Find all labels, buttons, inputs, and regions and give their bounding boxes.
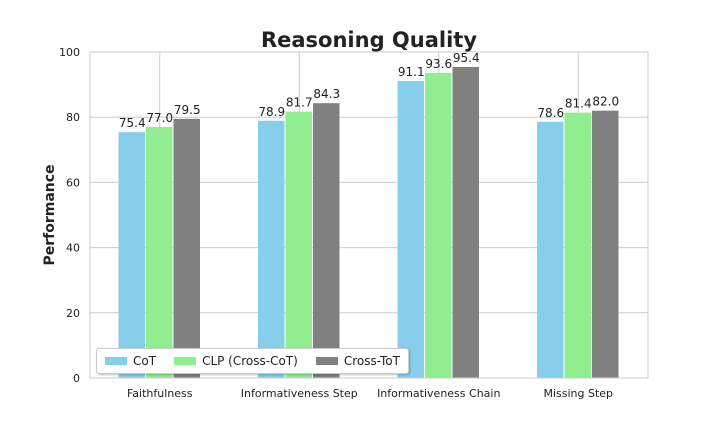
bar xyxy=(285,111,312,379)
x-tick-label: Informativeness Step xyxy=(241,387,358,400)
legend-item: Cross-ToT xyxy=(315,354,400,368)
bar xyxy=(537,121,564,378)
legend: CoT CLP (Cross-CoT) Cross-ToT xyxy=(96,348,409,374)
legend-swatch xyxy=(315,357,338,365)
bar xyxy=(118,132,145,378)
y-axis-label: Performance xyxy=(42,164,58,265)
bar-value-label: 84.3 xyxy=(313,87,340,101)
bar-value-label: 81.7 xyxy=(286,96,313,110)
legend-item: CoT xyxy=(105,354,156,368)
legend-swatch xyxy=(174,357,197,365)
x-tick-label: Faithfulness xyxy=(127,387,193,400)
bar xyxy=(452,66,479,378)
y-tick-label: 60 xyxy=(66,176,80,189)
bar xyxy=(592,110,619,379)
chart-title: Reasoning Quality xyxy=(261,28,477,52)
legend-label: Cross-ToT xyxy=(343,354,400,368)
bar-value-label: 77.0 xyxy=(146,111,173,125)
y-tick-label: 40 xyxy=(66,242,80,255)
bar xyxy=(313,103,340,378)
y-tick-label: 20 xyxy=(66,307,80,320)
legend-label: CLP (Cross-CoT) xyxy=(202,354,298,368)
x-tick-label: Missing Step xyxy=(543,387,613,400)
bar-layer xyxy=(118,66,619,379)
bar-value-label: 91.1 xyxy=(398,65,425,79)
bar xyxy=(564,112,591,379)
bar xyxy=(397,81,424,378)
bar-value-label: 78.6 xyxy=(537,106,564,120)
legend-label: CoT xyxy=(133,354,157,368)
bar-value-label: 78.9 xyxy=(258,105,285,119)
bar-value-label: 81.4 xyxy=(565,97,592,111)
bar xyxy=(146,126,173,378)
bar-value-label: 82.0 xyxy=(592,95,619,109)
bar xyxy=(173,118,200,378)
y-tick-label: 100 xyxy=(59,46,80,59)
bar-value-label: 95.4 xyxy=(453,51,480,65)
x-tick-label: Informativeness Chain xyxy=(377,387,500,400)
y-tick-label: 0 xyxy=(73,372,80,385)
bar-value-label: 79.5 xyxy=(174,103,201,117)
axis-layer: 0 20 40 60 80 100 Faithfulness Informativeness … xyxy=(59,46,649,400)
bar-value-label: 93.6 xyxy=(425,57,452,71)
plot-frame xyxy=(89,51,649,379)
bar-value-label: 75.4 xyxy=(119,116,146,130)
legend-item: CLP (Cross-CoT) xyxy=(174,354,298,368)
legend-swatch xyxy=(105,357,127,365)
y-tick-label: 80 xyxy=(66,111,80,124)
bar xyxy=(425,72,452,378)
label-layer: 75.4 78.9 91.1 78.6 77.0 81.7 93.6 81.4 79.5 84.3… xyxy=(119,51,619,130)
bar xyxy=(258,120,285,378)
